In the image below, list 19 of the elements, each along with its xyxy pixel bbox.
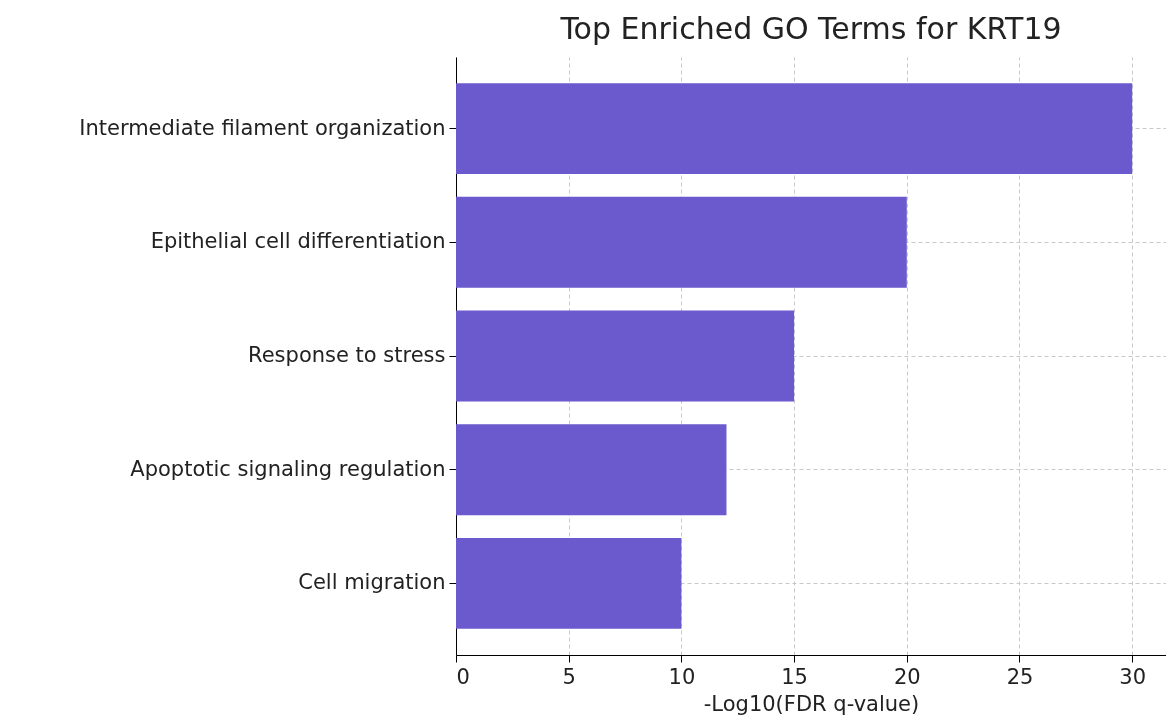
x-tick-label: 5: [562, 664, 576, 689]
bar: [456, 424, 727, 516]
y-tick-label: Intermediate filament organization: [79, 115, 446, 140]
x-tick-label: 30: [1119, 664, 1147, 689]
x-tick-label: 20: [893, 664, 921, 689]
y-tick-label: Apoptotic signaling regulation: [130, 456, 446, 481]
bar: [456, 310, 795, 402]
chart-title: Top Enriched GO Terms for KRT19: [559, 11, 1062, 46]
bar: [456, 83, 1133, 175]
y-tick-label: Epithelial cell differentiation: [150, 229, 446, 254]
x-tick-label: 15: [781, 664, 808, 689]
y-tick-label: Response to stress: [248, 343, 446, 367]
bar: [456, 196, 907, 288]
x-tick-label: 25: [1006, 664, 1034, 689]
x-tick-label: 0: [456, 664, 470, 689]
x-axis-title: -Log10(FDR q-value): [703, 691, 920, 716]
x-tick-label: 10: [668, 664, 696, 689]
bar: [456, 537, 682, 629]
y-tick-label: Cell migration: [298, 570, 446, 595]
